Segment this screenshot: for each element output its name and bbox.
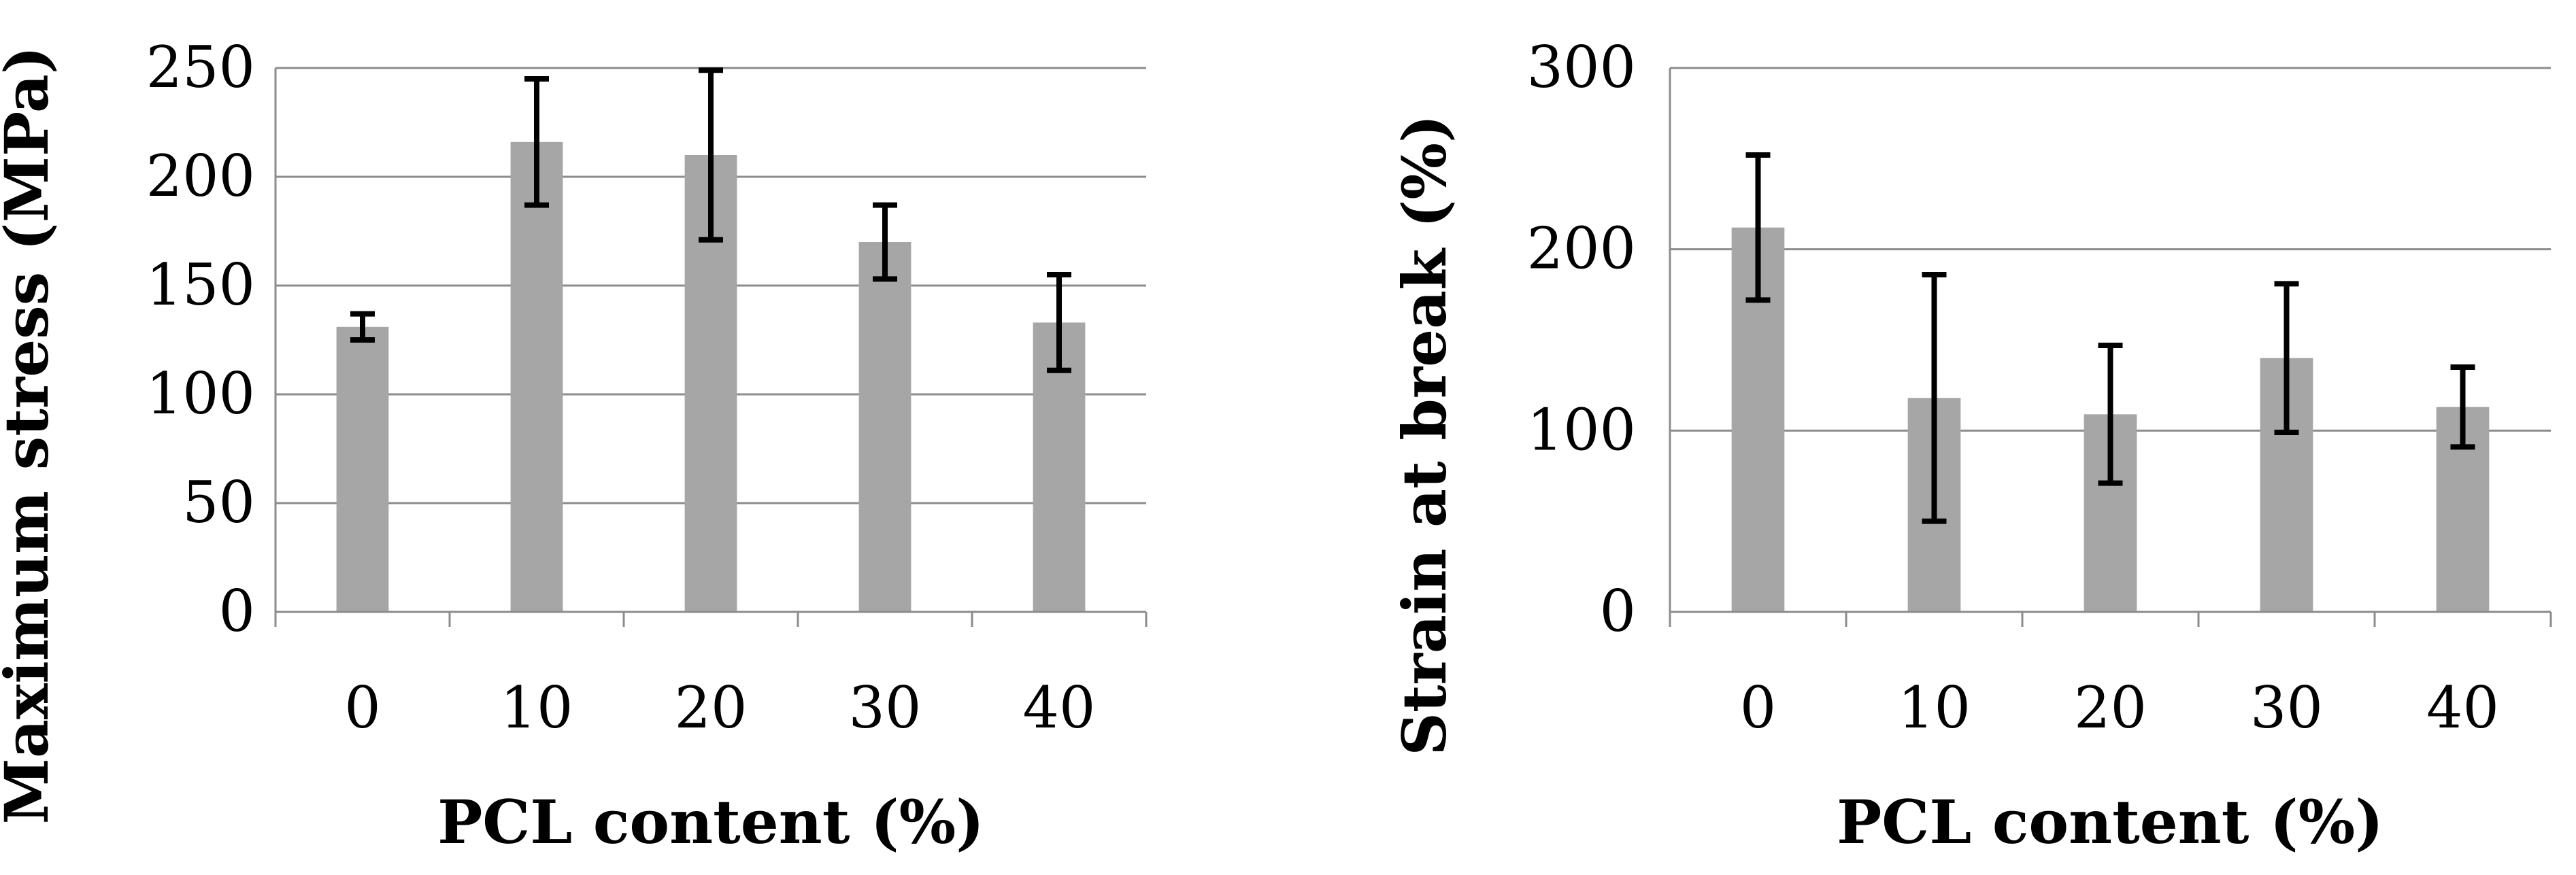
bar-30 [858, 242, 911, 612]
y-tick-label-250: 250 [146, 34, 255, 101]
error-bar-20 [699, 67, 723, 243]
y-tick-label-0: 0 [219, 578, 255, 645]
y-tick-label-0: 0 [1600, 578, 1636, 645]
bar-0 [336, 326, 389, 612]
error-bar-30 [873, 202, 897, 282]
y-tick-label-200: 200 [1527, 216, 1636, 282]
panel-strain-at-break: 0 100 200 300 0 10 20 30 40 PCL content (%) Strain… [1389, 34, 2552, 857]
x-axis-title: PCL content (%) [1837, 787, 2383, 857]
x-tick-label-30: 30 [2250, 674, 2323, 741]
error-bar-40 [1047, 272, 1071, 373]
bar-10 [510, 141, 563, 613]
error-bar-0 [350, 311, 375, 343]
error-bar-10 [524, 76, 549, 208]
x-tick-label-20: 20 [675, 674, 748, 741]
error-bar-30 [2274, 281, 2299, 435]
error-bar-10 [1922, 272, 1947, 524]
error-bar-20 [2098, 343, 2123, 486]
y-tick-label-50: 50 [182, 469, 255, 536]
x-tick-label-10: 10 [501, 674, 573, 741]
x-tick-label-10: 10 [1898, 674, 1971, 741]
x-tick-label-0: 0 [344, 674, 380, 741]
panel-max-stress: 0 50 100 150 200 250 0 10 20 30 40 PCL content (%) M… [0, 34, 1148, 857]
y-tick-label-100: 100 [146, 360, 255, 427]
x-tick-label-30: 30 [849, 674, 922, 741]
y-tick-label-100: 100 [1527, 396, 1636, 463]
y-tick-label-150: 150 [146, 252, 255, 318]
y-tick-label-300: 300 [1527, 34, 1636, 101]
error-bar-40 [2450, 364, 2475, 450]
x-tick-label-40: 40 [1023, 674, 1096, 741]
x-tick-label-20: 20 [2074, 674, 2147, 741]
y-axis-title: Strain at break (%) [1389, 114, 1460, 755]
x-tick-label-40: 40 [2426, 674, 2499, 741]
x-tick-label-0: 0 [1740, 674, 1776, 741]
error-bar-0 [1745, 152, 1771, 303]
y-axis-title: Maximum stress (MPa) [0, 46, 62, 825]
x-axis-title: PCL content (%) [437, 787, 984, 857]
y-tick-label-200: 200 [146, 143, 255, 209]
